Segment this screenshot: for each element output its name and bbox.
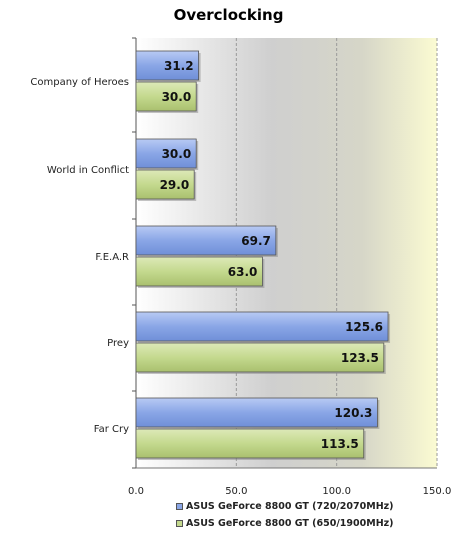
legend-swatch bbox=[176, 502, 183, 510]
category-label: World in Conflict bbox=[47, 165, 129, 176]
data-label: 30.0 bbox=[162, 147, 192, 161]
bar bbox=[135, 342, 385, 373]
data-label: 29.0 bbox=[160, 178, 190, 192]
data-label: 30.0 bbox=[162, 90, 192, 104]
data-label: 31.2 bbox=[164, 59, 194, 73]
category-label: F.E.A.R bbox=[95, 252, 129, 263]
x-tick-label: 50.0 bbox=[225, 486, 247, 497]
legend-label: ASUS GeForce 8800 GT (720/2070MHz) bbox=[186, 501, 394, 512]
x-tick-label: 150.0 bbox=[423, 486, 452, 497]
legend-item-series-2: ASUS GeForce 8800 GT (650/1900MHz) bbox=[176, 518, 394, 529]
chart-title: Overclocking bbox=[173, 6, 284, 24]
category-label: Prey bbox=[107, 338, 129, 349]
category-label: Far Cry bbox=[94, 424, 129, 435]
x-tick-label: 0.0 bbox=[128, 486, 144, 497]
x-tick-label: 100.0 bbox=[322, 486, 351, 497]
bar bbox=[135, 225, 277, 256]
legend-swatch bbox=[176, 519, 183, 527]
legend-label: ASUS GeForce 8800 GT (650/1900MHz) bbox=[186, 518, 394, 529]
bar bbox=[135, 169, 195, 200]
bar bbox=[135, 81, 197, 112]
bar bbox=[135, 397, 378, 428]
bar bbox=[135, 138, 197, 169]
data-label: 63.0 bbox=[228, 265, 258, 279]
legend-item-series-1: ASUS GeForce 8800 GT (720/2070MHz) bbox=[176, 501, 394, 512]
bar bbox=[135, 256, 263, 287]
data-label: 113.5 bbox=[321, 437, 359, 451]
data-label: 125.6 bbox=[345, 320, 383, 334]
bar bbox=[135, 311, 389, 342]
bar bbox=[135, 428, 365, 459]
data-label: 120.3 bbox=[334, 406, 372, 420]
category-label: Company of Heroes bbox=[30, 77, 129, 88]
data-label: 69.7 bbox=[241, 234, 271, 248]
data-label: 123.5 bbox=[341, 351, 379, 365]
bar bbox=[135, 50, 200, 81]
